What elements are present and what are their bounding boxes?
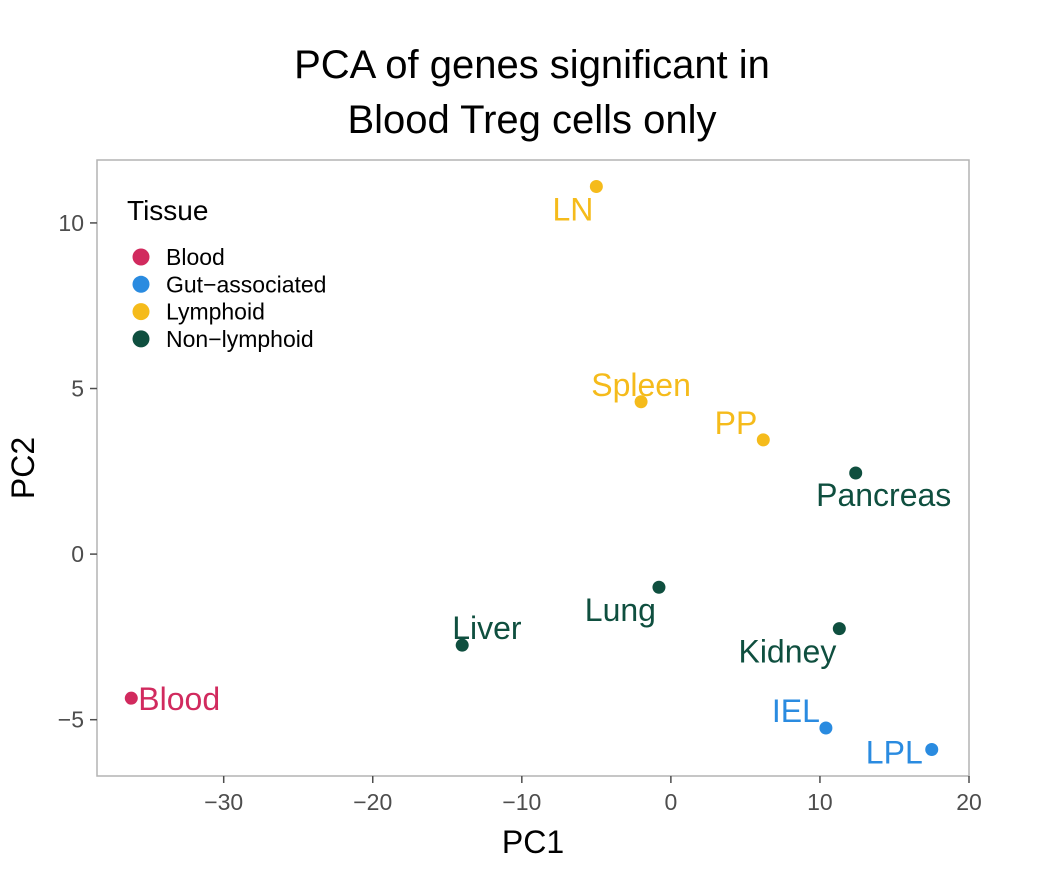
y-tick-label: 0 bbox=[71, 541, 84, 567]
point-label: Kidney bbox=[738, 634, 836, 670]
x-tick-label: −30 bbox=[204, 789, 243, 815]
data-point bbox=[124, 691, 138, 705]
legend-label: Lymphoid bbox=[166, 299, 265, 325]
data-point bbox=[756, 433, 770, 447]
legend-key bbox=[132, 303, 150, 321]
point-label: PP bbox=[715, 405, 758, 441]
point-label: LPL bbox=[866, 735, 923, 771]
y-tick-label: −5 bbox=[58, 707, 84, 733]
chart-title-line-2: Blood Treg cells only bbox=[347, 98, 716, 142]
plot-panel bbox=[96, 159, 970, 777]
chart-title-line-1: PCA of genes significant in bbox=[294, 43, 770, 87]
point-label: Lung bbox=[585, 592, 656, 628]
legend-label: Gut−associated bbox=[166, 271, 326, 297]
legend-key bbox=[132, 248, 150, 266]
x-tick-label: 10 bbox=[807, 789, 833, 815]
y-tick-label: 5 bbox=[71, 376, 84, 402]
data-point bbox=[455, 638, 469, 652]
data-point bbox=[652, 580, 666, 594]
point-label: Blood bbox=[138, 681, 220, 717]
data-point bbox=[925, 743, 939, 757]
legend-label: Non−lymphoid bbox=[166, 326, 314, 352]
y-axis: −5 0 5 10 bbox=[58, 210, 97, 733]
legend-key bbox=[132, 330, 150, 348]
legend: Tissue BloodGut−associatedLymphoidNon−ly… bbox=[127, 195, 326, 352]
point-label: Pancreas bbox=[816, 477, 951, 513]
legend-title: Tissue bbox=[127, 195, 208, 226]
y-axis-title: PC2 bbox=[5, 437, 41, 499]
point-label: LN bbox=[552, 191, 593, 227]
x-tick-label: 0 bbox=[664, 789, 677, 815]
data-point bbox=[832, 622, 846, 636]
x-axis: −30 −20 −10 0 10 20 bbox=[204, 776, 982, 815]
data-point bbox=[819, 721, 833, 735]
x-tick-label: −10 bbox=[502, 789, 541, 815]
legend-label: Blood bbox=[166, 244, 225, 270]
x-tick-label: −20 bbox=[353, 789, 392, 815]
data-points: LN Spleen PP Pancreas Lung Liver Kidney Blood IE… bbox=[124, 179, 951, 771]
chart-title: PCA of genes significant in Blood Treg c… bbox=[294, 43, 770, 142]
legend-key bbox=[132, 275, 150, 293]
x-tick-label: 20 bbox=[956, 789, 982, 815]
data-point bbox=[589, 179, 603, 193]
point-label: Spleen bbox=[591, 367, 691, 403]
y-tick-label: 10 bbox=[58, 210, 84, 236]
data-point bbox=[634, 395, 648, 409]
point-label: IEL bbox=[772, 693, 820, 729]
data-point bbox=[849, 466, 863, 480]
x-axis-title: PC1 bbox=[502, 824, 564, 860]
point-label: Liver bbox=[452, 610, 522, 646]
